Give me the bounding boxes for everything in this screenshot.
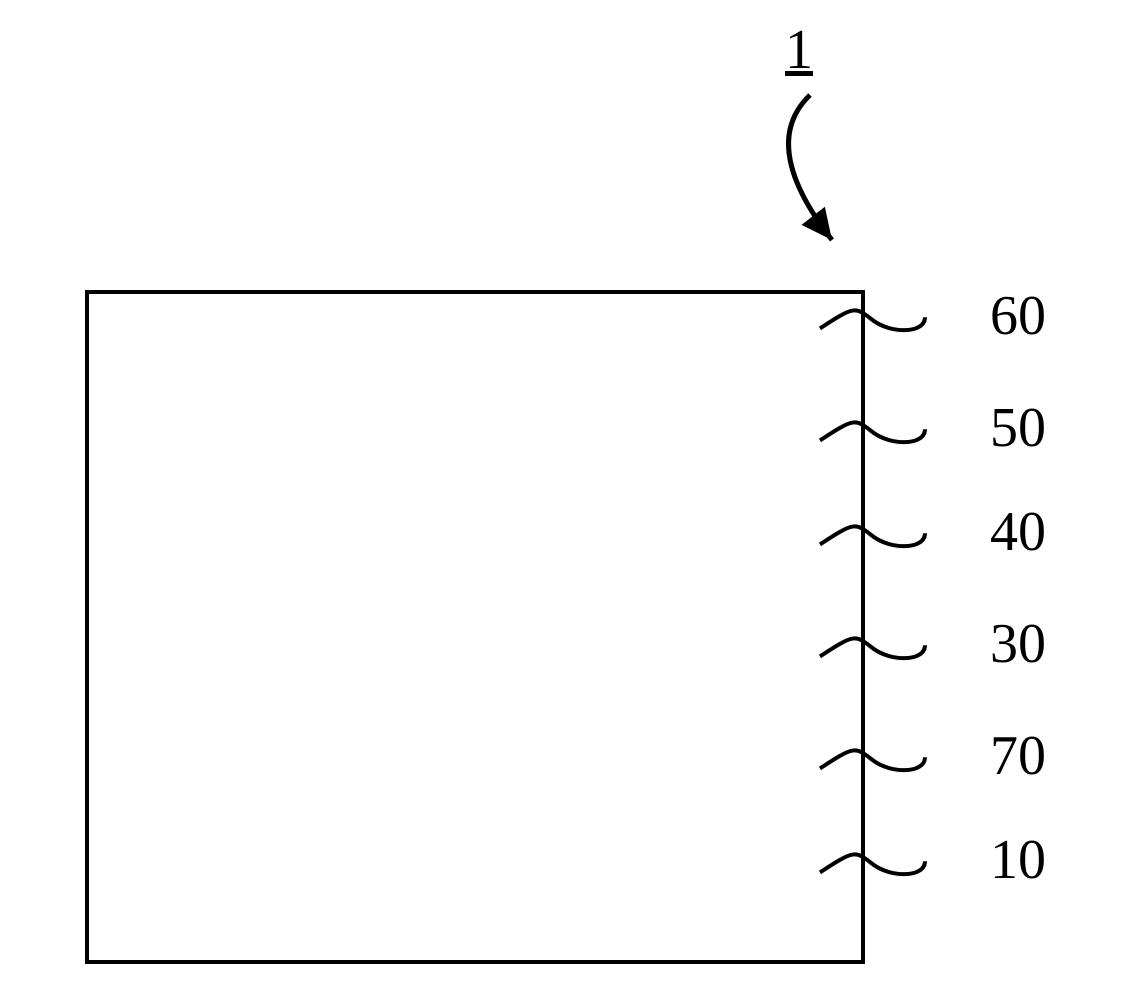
label-30: 30 bbox=[990, 612, 1046, 676]
connector-10 bbox=[0, 834, 1132, 894]
layered-diagram: 1 605040307010 bbox=[0, 0, 1132, 1000]
connector-40 bbox=[0, 506, 1132, 566]
connector-70 bbox=[0, 730, 1132, 790]
connector-50 bbox=[0, 402, 1132, 462]
label-50: 50 bbox=[990, 396, 1046, 460]
connector-60 bbox=[0, 290, 1132, 350]
label-10: 10 bbox=[990, 828, 1046, 892]
label-40: 40 bbox=[990, 500, 1046, 564]
label-70: 70 bbox=[990, 724, 1046, 788]
label-60: 60 bbox=[990, 284, 1046, 348]
pointer-arrow bbox=[0, 0, 1132, 300]
connector-30 bbox=[0, 618, 1132, 678]
